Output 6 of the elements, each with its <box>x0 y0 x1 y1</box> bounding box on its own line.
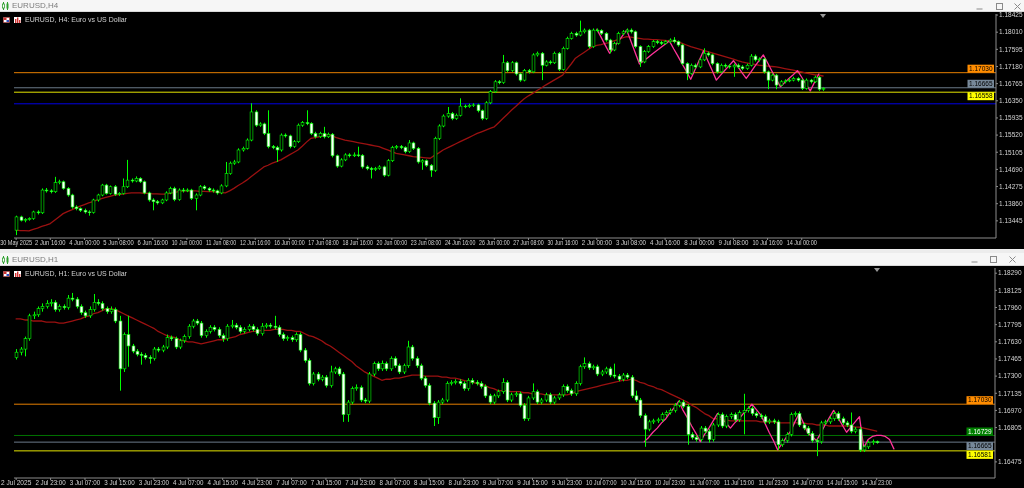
line-series <box>643 400 895 451</box>
line-series <box>15 307 878 432</box>
line-series <box>596 28 820 92</box>
chart-title: EURUSD,H1 <box>12 255 59 264</box>
chart-title: EURUSD,H4 <box>12 1 59 10</box>
candlestick <box>296 123 301 144</box>
